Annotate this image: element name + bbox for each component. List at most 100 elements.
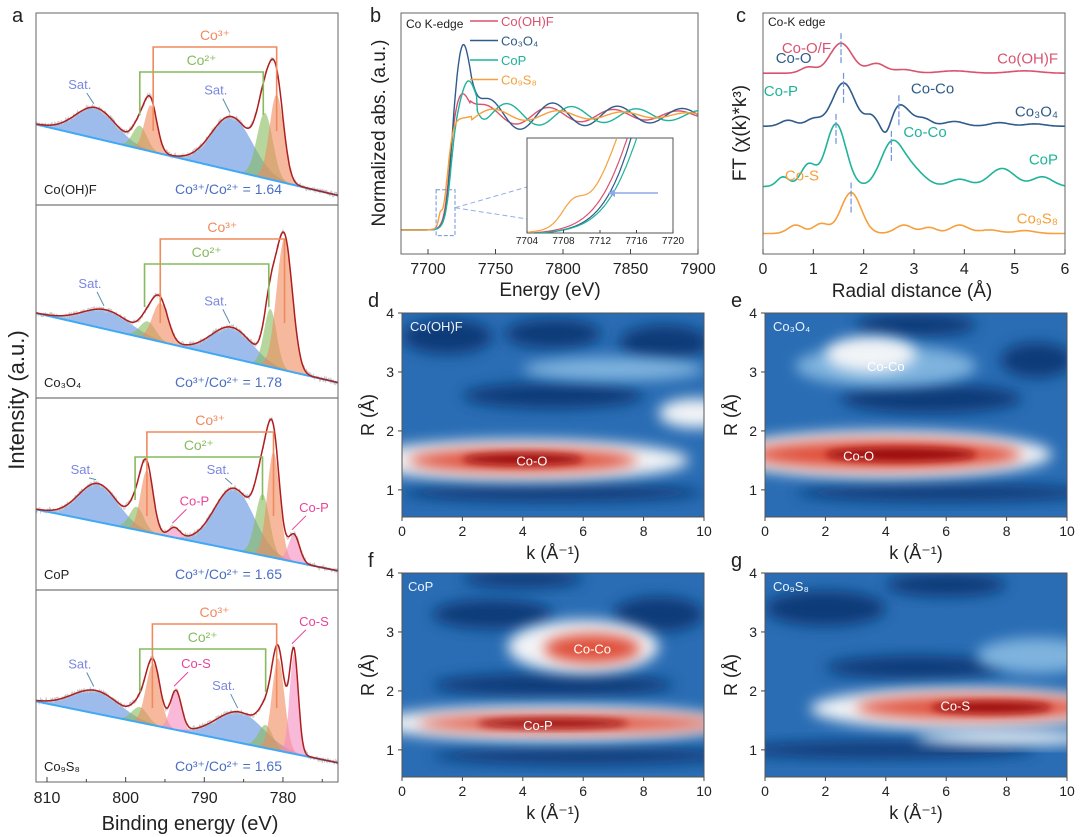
x-tick-label: 10 xyxy=(1059,783,1075,799)
x-tick-label: 4 xyxy=(882,523,890,539)
heatmap-title: Co₉S₈ xyxy=(773,579,809,594)
peak-fit-sat xyxy=(150,116,313,190)
xps-subpanel-1 xyxy=(36,228,338,386)
x-tick-label: 0 xyxy=(759,261,768,278)
heatmap-g xyxy=(765,573,1067,777)
ft-line-0 xyxy=(763,42,1065,74)
y-tick-label: 4 xyxy=(386,305,394,321)
panel-letter-a: a xyxy=(12,5,24,27)
x-axis-label: Energy (eV) xyxy=(499,280,600,301)
x-tick-label: 5 xyxy=(1010,261,1019,278)
peak-fit-co2 xyxy=(234,494,290,561)
heatmap-f xyxy=(402,573,704,777)
peak-fit-co3 xyxy=(248,94,305,188)
heatmap-feature-light xyxy=(976,637,1067,674)
heatmap-feature-dark xyxy=(885,573,1007,597)
bracket-label-co2: Co²⁺ xyxy=(184,437,214,453)
heatmap-feature-dark xyxy=(825,655,1007,680)
x-tick-label: 10 xyxy=(696,523,712,539)
peak-fit-cox xyxy=(271,535,316,567)
x-tick-label: 6 xyxy=(579,523,587,539)
heatmap-frame xyxy=(764,312,1068,518)
y-tick-label: 4 xyxy=(386,565,394,581)
x-tick-label: 6 xyxy=(942,783,950,799)
background-line xyxy=(36,508,338,572)
peak-label: Sat. xyxy=(68,77,91,92)
x-tick-label: 8 xyxy=(640,783,648,799)
x-tick-label: 10 xyxy=(696,783,712,799)
series-label: CoP xyxy=(1029,152,1058,169)
x-tick-label: 790 xyxy=(191,790,218,807)
heatmap-feature-dark xyxy=(840,383,1022,414)
heatmap-feature-darkred xyxy=(825,447,977,462)
x-tick-label: 2 xyxy=(822,523,830,539)
bracket-label-co2: Co²⁺ xyxy=(187,52,217,68)
heatmap-title: Co₃O₄ xyxy=(773,319,810,334)
x-tick-label: 4 xyxy=(519,783,527,799)
heatmap-feature-red xyxy=(543,633,641,664)
x-axis-label: k (Å⁻¹) xyxy=(526,543,580,563)
y-tick-label: 4 xyxy=(749,565,757,581)
background-line xyxy=(36,123,338,197)
heatmap-feature-dark xyxy=(619,324,704,361)
heatmap-feature-darkred xyxy=(462,453,584,466)
peak-fit-cox xyxy=(154,691,198,735)
peak-label: Co-Co xyxy=(911,80,954,97)
x-axis-label: Radial distance (Å) xyxy=(832,281,993,302)
peak-label: Co-S xyxy=(299,614,329,629)
bracket-label-co3: Co³⁺ xyxy=(200,27,230,43)
y-axis-label: R (Å) xyxy=(358,654,378,696)
y-tick-label: 2 xyxy=(749,683,757,699)
bracket-co2 xyxy=(139,648,267,692)
x-tick-label: 2 xyxy=(822,783,830,799)
x-tick-label: 3 xyxy=(910,261,919,278)
series-label: Co₃O₄ xyxy=(1015,103,1058,120)
panel-title: Co K-edge xyxy=(406,17,464,31)
inset-line-0 xyxy=(527,138,628,233)
panel-letter-b: b xyxy=(370,5,381,27)
inset-tick-label: 7720 xyxy=(662,236,685,247)
heatmap-annotation: Co-O xyxy=(843,449,874,464)
x-tick-label: 7850 xyxy=(613,261,649,278)
heatmap-feature-dark xyxy=(855,313,977,337)
bracket-label-co3: Co³⁺ xyxy=(195,412,225,428)
arrow-icon xyxy=(173,671,189,687)
heatmap-feature-dark xyxy=(432,673,674,697)
peak-label: Co-O xyxy=(776,50,812,67)
zoom-connector xyxy=(454,186,528,209)
peak-label: Co-S xyxy=(181,656,211,671)
background-line xyxy=(36,700,338,764)
heatmap-feature-darkred xyxy=(477,718,629,729)
heatmap-feature-white xyxy=(825,336,916,372)
inset-frame xyxy=(526,137,674,234)
y-axis-label: R (Å) xyxy=(721,394,741,436)
x-tick-label: 4 xyxy=(960,261,969,278)
heatmap-feature-darkred xyxy=(931,701,1052,714)
y-tick-label: 3 xyxy=(386,624,394,640)
panel-letter-c: c xyxy=(736,5,746,27)
y-tick-label: 4 xyxy=(749,305,757,321)
ft-line-2 xyxy=(763,123,1066,188)
legend-label: CoP xyxy=(501,53,526,68)
x-axis-label: k (Å⁻¹) xyxy=(526,803,580,823)
ft-line-1 xyxy=(763,82,1065,134)
xanes-line-1 xyxy=(401,43,699,231)
sample-name: Co(OH)F xyxy=(44,182,97,197)
panel-title: Co-K edge xyxy=(768,15,826,29)
peak-label: Sat. xyxy=(204,83,227,98)
y-tick-label: 3 xyxy=(749,624,757,640)
ft-line-3 xyxy=(763,191,1065,235)
x-tick-label: 8 xyxy=(1003,523,1011,539)
bracket-co2 xyxy=(139,71,265,115)
arrow-icon xyxy=(230,693,239,709)
x-tick-label: 800 xyxy=(112,790,139,807)
arrow-icon xyxy=(89,477,97,481)
heatmap-feature-dark xyxy=(462,382,644,409)
x-axis-label: k (Å⁻¹) xyxy=(889,543,943,563)
peak-fit-cox xyxy=(276,654,311,758)
peak-label: Co-Co xyxy=(903,124,946,141)
raw-data-line xyxy=(36,416,338,573)
heatmap-annotation: Co-Co xyxy=(867,359,905,374)
bracket-label-co2: Co²⁺ xyxy=(192,244,222,260)
bracket-co3 xyxy=(146,431,275,516)
